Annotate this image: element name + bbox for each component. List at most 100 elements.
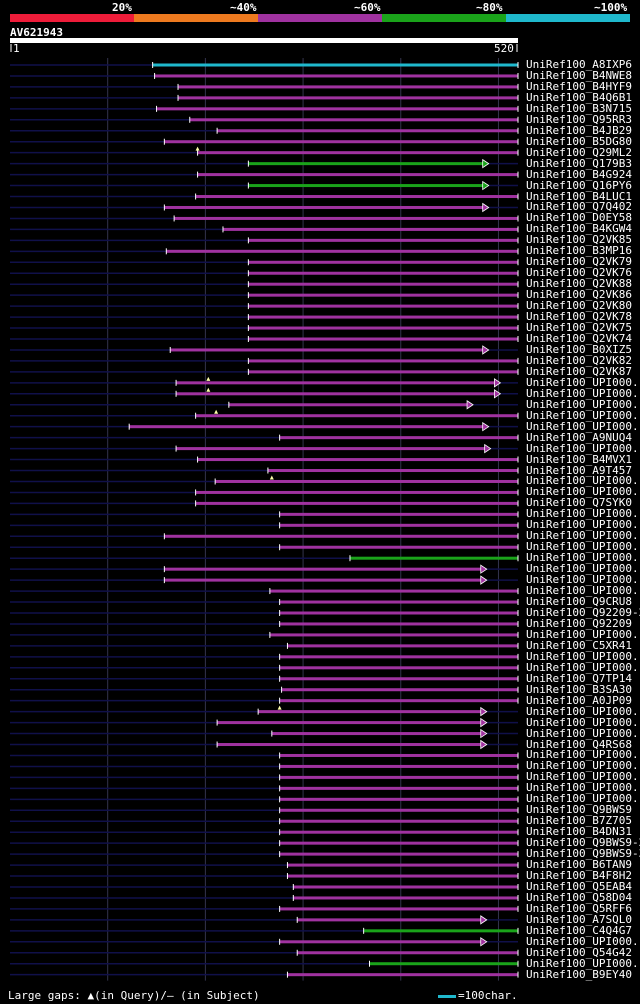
hit-label[interactable]: UniRef100_Q2VK88 bbox=[526, 277, 632, 291]
identity-color-legend: 20% ~40% ~60% ~80% ~100% bbox=[0, 0, 640, 24]
hit-bar bbox=[248, 304, 518, 308]
hit-label[interactable]: UniRef100_B4F8H2 bbox=[526, 869, 632, 883]
hit-label[interactable]: UniRef100_B4G924 bbox=[526, 167, 632, 181]
hit-label[interactable]: UniRef100_Q7SYK0 bbox=[526, 496, 632, 510]
hit-label[interactable]: UniRef100_Q92209 bbox=[526, 616, 632, 630]
hit-label[interactable]: UniRef100_Q2VK86 bbox=[526, 288, 632, 302]
hit-label[interactable]: UniRef100_UPI000.. bbox=[526, 518, 640, 532]
hit-label[interactable]: UniRef100_Q179B3 bbox=[526, 156, 632, 170]
hit-bar bbox=[195, 501, 518, 505]
hit-label[interactable]: UniRef100_Q2VK74 bbox=[526, 332, 632, 345]
hit-label[interactable]: UniRef100_A7SQL0 bbox=[526, 912, 632, 926]
hit-label[interactable]: UniRef100_Q5RFF6 bbox=[526, 901, 632, 915]
hit-label[interactable]: UniRef100_D0EY58 bbox=[526, 211, 632, 225]
hit-label[interactable]: UniRef100_UPI000.. bbox=[526, 704, 640, 718]
hit-label[interactable]: UniRef100_UPI000.. bbox=[526, 726, 640, 740]
hit-label[interactable]: UniRef100_Q2VK76 bbox=[526, 266, 632, 280]
hit-label[interactable]: UniRef100_B4MVX1 bbox=[526, 452, 632, 466]
hit-label[interactable]: UniRef100_Q92209-2 bbox=[526, 606, 640, 619]
hit-label[interactable]: UniRef100_Q5EAB4 bbox=[526, 880, 632, 893]
hit-label[interactable]: UniRef100_A8IXP6 bbox=[526, 58, 632, 71]
hit-bar bbox=[248, 260, 518, 264]
hit-label[interactable]: UniRef100_A9NUQ4 bbox=[526, 430, 632, 444]
hit-label[interactable]: UniRef100_B4JB29 bbox=[526, 123, 632, 137]
hit-label[interactable]: UniRef100_Q9BWS9 bbox=[526, 803, 632, 817]
hit-label[interactable]: UniRef100_Q2VK79 bbox=[526, 255, 632, 269]
hit-bar bbox=[156, 107, 519, 111]
hit-label[interactable]: UniRef100_UPI000.. bbox=[526, 781, 640, 795]
hit-label[interactable]: UniRef100_UPI000.. bbox=[526, 748, 640, 762]
hit-bar bbox=[279, 907, 518, 911]
hit-bar bbox=[297, 918, 482, 922]
hit-label[interactable]: UniRef100_UPI000.. bbox=[526, 375, 640, 389]
hit-label[interactable]: UniRef100_UPI000.. bbox=[526, 934, 640, 948]
hit-label[interactable]: UniRef100_C5XR41 bbox=[526, 638, 632, 652]
hit-label[interactable]: UniRef100_B0XIZ5 bbox=[526, 342, 632, 356]
hit-label[interactable]: UniRef100_A9T457 bbox=[526, 463, 632, 477]
hit-label[interactable]: UniRef100_B4DN31 bbox=[526, 825, 632, 839]
hit-label[interactable]: UniRef100_UPI000.. bbox=[526, 507, 640, 521]
hit-label[interactable]: UniRef100_Q2VK82 bbox=[526, 353, 632, 367]
hit-bar bbox=[178, 96, 518, 100]
hit-label[interactable]: UniRef100_UPI000.. bbox=[526, 627, 640, 641]
hit-label[interactable]: UniRef100_B9EY40 bbox=[526, 967, 632, 981]
hit-label[interactable]: UniRef100_Q29ML2 bbox=[526, 145, 632, 159]
hit-label[interactable]: UniRef100_UPI000.. bbox=[526, 792, 640, 806]
hit-label[interactable]: UniRef100_UPI000.. bbox=[526, 649, 640, 663]
hit-label[interactable]: UniRef100_Q9BWS9-3 bbox=[526, 847, 640, 861]
hit-label[interactable]: UniRef100_UPI000.. bbox=[526, 397, 640, 411]
hit-label[interactable]: UniRef100_A0JP09 bbox=[526, 693, 632, 707]
hit-label[interactable]: UniRef100_B4Q6B1 bbox=[526, 90, 632, 104]
hit-label[interactable]: UniRef100_UPI000.. bbox=[526, 408, 640, 422]
hit-label[interactable]: UniRef100_B4KGW4 bbox=[526, 222, 632, 236]
hit-label[interactable]: UniRef100_UPI000.. bbox=[526, 573, 640, 587]
hit-label[interactable]: UniRef100_Q54G42 bbox=[526, 945, 632, 959]
hit-bar bbox=[258, 710, 482, 714]
hit-label[interactable]: UniRef100_UPI000.. bbox=[526, 956, 640, 970]
hit-label[interactable]: UniRef100_UPI000.. bbox=[526, 584, 640, 598]
hit-end-arrow bbox=[480, 739, 488, 750]
hit-label[interactable]: UniRef100_B4HYF9 bbox=[526, 79, 632, 93]
hit-end-arrow bbox=[482, 180, 490, 191]
hit-label[interactable]: UniRef100_UPI000.. bbox=[526, 660, 640, 674]
hit-label[interactable]: UniRef100_UPI000.. bbox=[526, 386, 640, 400]
hit-label[interactable]: UniRef100_C4Q4G7 bbox=[526, 923, 632, 937]
hit-label[interactable]: UniRef100_Q9CRU8 bbox=[526, 595, 632, 609]
hit-label[interactable]: UniRef100_UPI000.. bbox=[526, 715, 640, 729]
hit-label[interactable]: UniRef100_UPI000.. bbox=[526, 759, 640, 773]
hit-label[interactable]: UniRef100_Q9BWS9-2 bbox=[526, 836, 640, 850]
hit-label[interactable]: UniRef100_B3N715 bbox=[526, 101, 632, 115]
hit-label[interactable]: UniRef100_UPI000.. bbox=[526, 562, 640, 576]
hit-label[interactable]: UniRef100_Q2VK87 bbox=[526, 364, 632, 378]
hit-label[interactable]: UniRef100_Q7TP14 bbox=[526, 671, 632, 685]
hit-label[interactable]: UniRef100_B6TAN9 bbox=[526, 858, 632, 872]
hit-label[interactable]: UniRef100_Q7Q402 bbox=[526, 200, 632, 214]
hit-label[interactable]: UniRef100_UPI000.. bbox=[526, 551, 640, 565]
hit-label[interactable]: UniRef100_Q2VK80 bbox=[526, 299, 632, 313]
hit-label[interactable]: UniRef100_Q95RR3 bbox=[526, 112, 632, 126]
hit-label[interactable]: UniRef100_UPI000.. bbox=[526, 485, 640, 499]
hit-label[interactable]: UniRef100_UPI000.. bbox=[526, 474, 640, 488]
hit-bar bbox=[279, 830, 518, 834]
hit-label[interactable]: UniRef100_Q58D04 bbox=[526, 890, 632, 904]
hit-label[interactable]: UniRef100_B7Z705 bbox=[526, 814, 632, 828]
hit-bar bbox=[248, 271, 518, 275]
hit-label[interactable]: UniRef100_UPI000.. bbox=[526, 441, 640, 455]
hit-label[interactable]: UniRef100_Q4RS68 bbox=[526, 737, 632, 751]
hit-label[interactable]: UniRef100_Q16PY6 bbox=[526, 178, 632, 192]
hit-bar bbox=[279, 545, 518, 549]
hit-label[interactable]: UniRef100_UPI000.. bbox=[526, 529, 640, 543]
hit-label[interactable]: UniRef100_Q2VK75 bbox=[526, 321, 632, 335]
hit-label[interactable]: UniRef100_UPI000.. bbox=[526, 419, 640, 433]
hit-label[interactable]: UniRef100_Q2VK78 bbox=[526, 310, 632, 324]
hit-label[interactable]: UniRef100_B4LUC1 bbox=[526, 189, 632, 203]
hit-label[interactable]: UniRef100_UPI000.. bbox=[526, 770, 640, 784]
hit-label[interactable]: UniRef100_B3SA30 bbox=[526, 682, 632, 696]
hit-label[interactable]: UniRef100_B5DG80 bbox=[526, 134, 632, 148]
hit-label[interactable]: UniRef100_Q2VK85 bbox=[526, 233, 632, 247]
hit-label[interactable]: UniRef100_UPI000.. bbox=[526, 540, 640, 554]
hit-bar bbox=[176, 392, 496, 396]
hit-label[interactable]: UniRef100_B4NWE8 bbox=[526, 68, 632, 82]
hit-bar bbox=[152, 63, 518, 67]
hit-label[interactable]: UniRef100_B3MP16 bbox=[526, 244, 632, 258]
